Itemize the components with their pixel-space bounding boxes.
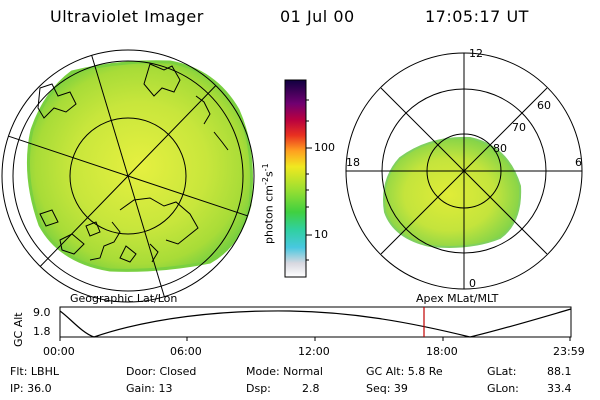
altitude-xtick: 12:00 [298,345,330,358]
geo-lat-circle-outer [12,60,244,292]
mlt-label-6: 6 [575,156,582,169]
colorbar-unit-label: photon cm-2s-1 [261,163,276,244]
mlt-label-18: 18 [346,156,360,169]
status-gc-alt: GC Alt: 5.8 Re [366,365,443,378]
geo-frame-circle [1,49,255,303]
mlat-label-70: 70 [512,121,526,134]
mlat-label-80: 80 [493,142,507,155]
altitude-ytick-bottom: 1.8 [33,325,51,338]
altitude-plot [59,306,572,341]
coast-central [119,197,199,245]
status-gain: Gain: 13 [126,382,173,395]
color-scale-bar [284,79,312,278]
status-glat-value: 88.1 [547,365,572,378]
altitude-ylabel: GC Alt [12,312,25,347]
altitude-xtick: 00:00 [43,345,75,358]
polar-aurora-image [383,136,522,248]
altitude-ytick-top: 9.0 [33,306,51,319]
status-dsp-label: Dsp: [246,382,271,395]
geo-lat-circle-inner [69,117,187,235]
status-door: Door: Closed [126,365,197,378]
colorbar-tick-10: 10 [314,228,328,241]
status-mode: Mode: Normal [246,365,323,378]
polar-plot [345,52,583,290]
colorbar-tick-100: 100 [314,141,335,154]
status-glon-label: GLon: [487,382,519,395]
geographic-caption: Geographic Lat/Lon [70,292,178,305]
altitude-curve [59,308,572,338]
status-seq: Seq: 39 [366,382,408,395]
observation-time: 17:05:17 UT [425,7,529,26]
altitude-xtick: 18:00 [426,345,458,358]
status-ip: IP: 36.0 [10,382,52,395]
mlat-label-60: 60 [537,99,551,112]
mlt-label-12: 12 [469,47,483,60]
apex-caption: Apex MLat/MLT [416,292,499,305]
altitude-xtick: 23:59 [553,345,585,358]
status-filter: Flt: LBHL [10,365,59,378]
mlt-label-0: 0 [469,277,476,290]
coast-northeast [143,63,181,97]
altitude-xtick: 06:00 [170,345,202,358]
status-dsp-value: 2.8 [302,382,320,395]
coast-north [37,83,77,119]
app-title: Ultraviolet Imager [50,7,204,26]
geo-aurora-image [26,60,253,272]
status-glat-label: GLat: [487,365,517,378]
status-glon-value: 33.4 [547,382,572,395]
observation-date: 01 Jul 00 [280,7,355,26]
